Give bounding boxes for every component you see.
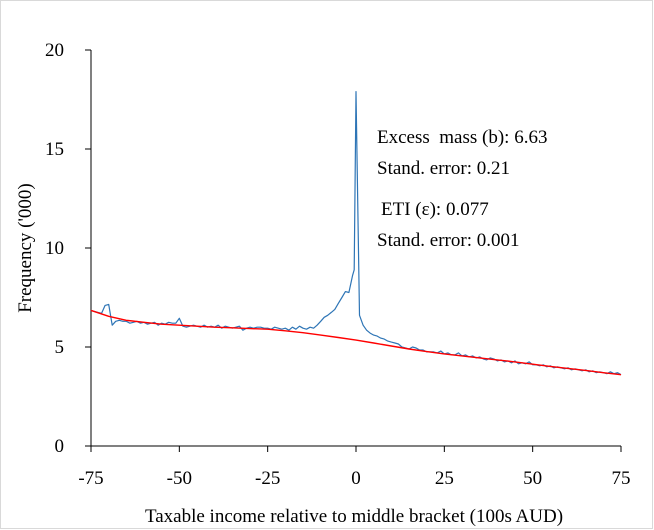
y-ticks: 0 5 10 15 20 bbox=[45, 40, 91, 457]
annotation-eti-se: Stand. error: 0.001 bbox=[377, 230, 519, 251]
x-ticks: -75 -50 -25 0 25 50 75 bbox=[78, 446, 631, 489]
x-tick-label: -25 bbox=[255, 468, 280, 489]
series-lines bbox=[90, 90, 622, 376]
y-tick-label: 5 bbox=[55, 337, 65, 358]
y-tick-label: 0 bbox=[55, 436, 65, 457]
x-axis-title: Taxable income relative to middle bracke… bbox=[145, 506, 563, 527]
x-tick-label: 75 bbox=[612, 468, 631, 489]
y-tick-label: 15 bbox=[45, 139, 64, 160]
x-tick-label: 50 bbox=[523, 468, 542, 489]
y-axis-title: Frequency ('000) bbox=[15, 183, 36, 313]
x-tick-label: 25 bbox=[435, 468, 454, 489]
annotation-block: Excess mass (b): 6.63 Stand. error: 0.21… bbox=[377, 127, 547, 251]
x-tick-label: 0 bbox=[351, 468, 361, 489]
annotation-excess-mass-se: Stand. error: 0.21 bbox=[377, 158, 510, 179]
annotation-eti: ETI (ε): 0.077 bbox=[381, 199, 489, 220]
x-tick-label: -50 bbox=[167, 468, 192, 489]
y-tick-label: 20 bbox=[45, 40, 64, 61]
counterfactual-fit-line bbox=[90, 309, 622, 376]
annotation-excess-mass: Excess mass (b): 6.63 bbox=[377, 127, 547, 148]
y-tick-label: 10 bbox=[45, 238, 64, 259]
x-tick-label: -75 bbox=[78, 468, 103, 489]
